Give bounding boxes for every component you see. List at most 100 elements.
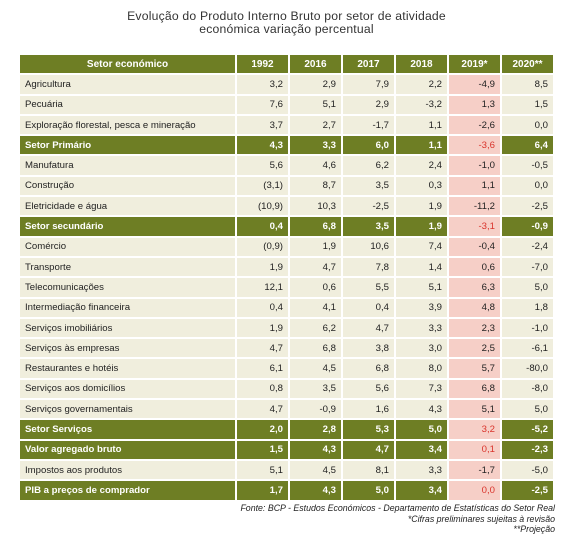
cell-2018: 3,0 [396, 339, 447, 358]
cell-2016: 3,5 [290, 379, 341, 399]
table-row: Construção (3,1) 8,7 3,5 0,3 1,1 0,0 [20, 176, 553, 196]
table-row: Serviços às empresas 4,7 6,8 3,8 3,0 2,5 -6,1 [20, 339, 553, 358]
cell-2016: 0,6 [290, 278, 341, 297]
header-row: Setor económico 1992 2016 2017 2018 2019… [20, 55, 553, 74]
cell-2016: 2,7 [290, 115, 341, 135]
cell-2018: 8,0 [396, 359, 447, 378]
cell-2018: 4,3 [396, 400, 447, 419]
header-1992: 1992 [237, 55, 288, 74]
cell-1992: 0,4 [237, 298, 288, 317]
table-row: Eletricidade e água (10,9) 10,3 -2,5 1,9 -11,… [20, 197, 553, 216]
cell-2017: -1,7 [343, 115, 394, 135]
row-label: Serviços governamentais [20, 400, 235, 419]
row-label: Impostos aos produtos [20, 460, 235, 480]
cell-2017: 1,6 [343, 400, 394, 419]
cell-2017: 5,3 [343, 420, 394, 439]
cell-1992: 6,1 [237, 359, 288, 378]
header-2019: 2019* [449, 55, 500, 74]
row-label: Comércio [20, 237, 235, 256]
table-row: Exploração florestal, pesca e mineração 3… [20, 115, 553, 135]
cell-2020: 0,0 [502, 176, 553, 196]
row-label: Setor Serviços [20, 420, 235, 439]
cell-2017: 0,4 [343, 298, 394, 317]
cell-2018: 1,4 [396, 257, 447, 277]
table-row: Telecomunicações 12,1 0,6 5,5 5,1 6,3 5,0 [20, 278, 553, 297]
cell-2016: 10,3 [290, 197, 341, 216]
cell-2016: 2,9 [290, 75, 341, 94]
table-row: Serviços governamentais 4,7 -0,9 1,6 4,3 5,1 5… [20, 400, 553, 419]
cell-2018: 2,2 [396, 75, 447, 94]
row-label: Serviços às empresas [20, 339, 235, 358]
cell-2017: 5,6 [343, 379, 394, 399]
header-2017: 2017 [343, 55, 394, 74]
cell-2019: 6,8 [449, 379, 500, 399]
cell-2018: 1,1 [396, 115, 447, 135]
cell-2019: -1,7 [449, 460, 500, 480]
cell-2018: 3,3 [396, 318, 447, 338]
cell-2017: 6,8 [343, 359, 394, 378]
cell-2018: -3,2 [396, 95, 447, 114]
cell-2019: -4,9 [449, 75, 500, 94]
row-label: Valor agregado bruto [20, 440, 235, 459]
cell-2017: -2,5 [343, 197, 394, 216]
cell-2019: -3,6 [449, 136, 500, 155]
cell-2018: 5,0 [396, 420, 447, 439]
cell-2018: 1,9 [396, 197, 447, 216]
footer-source: Fonte: BCP - Estudos Económicos - Depart… [240, 503, 555, 513]
row-label: Telecomunicações [20, 278, 235, 297]
cell-1992: 0,8 [237, 379, 288, 399]
cell-2020: -2,5 [502, 481, 553, 500]
cell-2018: 7,4 [396, 237, 447, 256]
cell-2017: 7,8 [343, 257, 394, 277]
cell-1992: 3,7 [237, 115, 288, 135]
table-row: Agricultura 3,2 2,9 7,9 2,2 -4,9 8,5 [20, 75, 553, 94]
row-label: Intermediação financeira [20, 298, 235, 317]
table-row: Manufatura 5,6 4,6 6,2 2,4 -1,0 -0,5 [20, 156, 553, 175]
row-label: Transporte [20, 257, 235, 277]
cell-2019: -1,0 [449, 156, 500, 175]
cell-2017: 6,2 [343, 156, 394, 175]
row-label: Serviços imobiliários [20, 318, 235, 338]
cell-2016: 3,3 [290, 136, 341, 155]
cell-1992: (10,9) [237, 197, 288, 216]
cell-2016: 6,8 [290, 339, 341, 358]
table-row: Transporte 1,9 4,7 7,8 1,4 0,6 -7,0 [20, 257, 553, 277]
table-row: Restaurantes e hotéis 6,1 4,5 6,8 8,0 5,7 -80,… [20, 359, 553, 378]
cell-2019: -3,1 [449, 217, 500, 236]
cell-2016: 4,3 [290, 440, 341, 459]
table-title: Evolução do Produto Interno Bruto por se… [0, 10, 573, 36]
table-row: Valor agregado bruto 1,5 4,3 4,7 3,4 0,1 -2,3 [20, 440, 553, 459]
cell-2019: 2,5 [449, 339, 500, 358]
cell-2016: 4,5 [290, 460, 341, 480]
table-body: Agricultura 3,2 2,9 7,9 2,2 -4,9 8,5 Pecuária 7,… [20, 75, 553, 500]
table-row: PIB a preços de comprador 1,7 4,3 5,0 3,4 0,0… [20, 481, 553, 500]
footer-note-preliminary: *Cifras preliminares sujeitas à revisão [407, 513, 555, 524]
cell-2019: 2,3 [449, 318, 500, 338]
cell-2017: 10,6 [343, 237, 394, 256]
row-label: Exploração florestal, pesca e mineração [20, 115, 235, 135]
cell-2016: 4,1 [290, 298, 341, 317]
cell-2016: 6,8 [290, 217, 341, 236]
cell-2020: 0,0 [502, 115, 553, 135]
table-row: Setor Primário 4,3 3,3 6,0 1,1 -3,6 6,4 [20, 136, 553, 155]
cell-2017: 4,7 [343, 440, 394, 459]
cell-2020: -2,3 [502, 440, 553, 459]
cell-1992: (0,9) [237, 237, 288, 256]
cell-2019: -2,6 [449, 115, 500, 135]
cell-2017: 3,8 [343, 339, 394, 358]
table-row: Serviços aos domicílios 0,8 3,5 5,6 7,3 6,8 -8… [20, 379, 553, 399]
cell-2020: 1,8 [502, 298, 553, 317]
cell-2017: 5,5 [343, 278, 394, 297]
cell-1992: 4,7 [237, 400, 288, 419]
row-label: Agricultura [20, 75, 235, 94]
cell-2020: -2,5 [502, 197, 553, 216]
title-line-1: Evolução do Produto Interno Bruto por se… [127, 9, 446, 23]
cell-1992: 4,7 [237, 339, 288, 358]
cell-2017: 7,9 [343, 75, 394, 94]
cell-2018: 3,4 [396, 440, 447, 459]
cell-2020: 5,0 [502, 400, 553, 419]
cell-2016: -0,9 [290, 400, 341, 419]
cell-2019: 6,3 [449, 278, 500, 297]
cell-1992: (3,1) [237, 176, 288, 196]
cell-2016: 4,6 [290, 156, 341, 175]
